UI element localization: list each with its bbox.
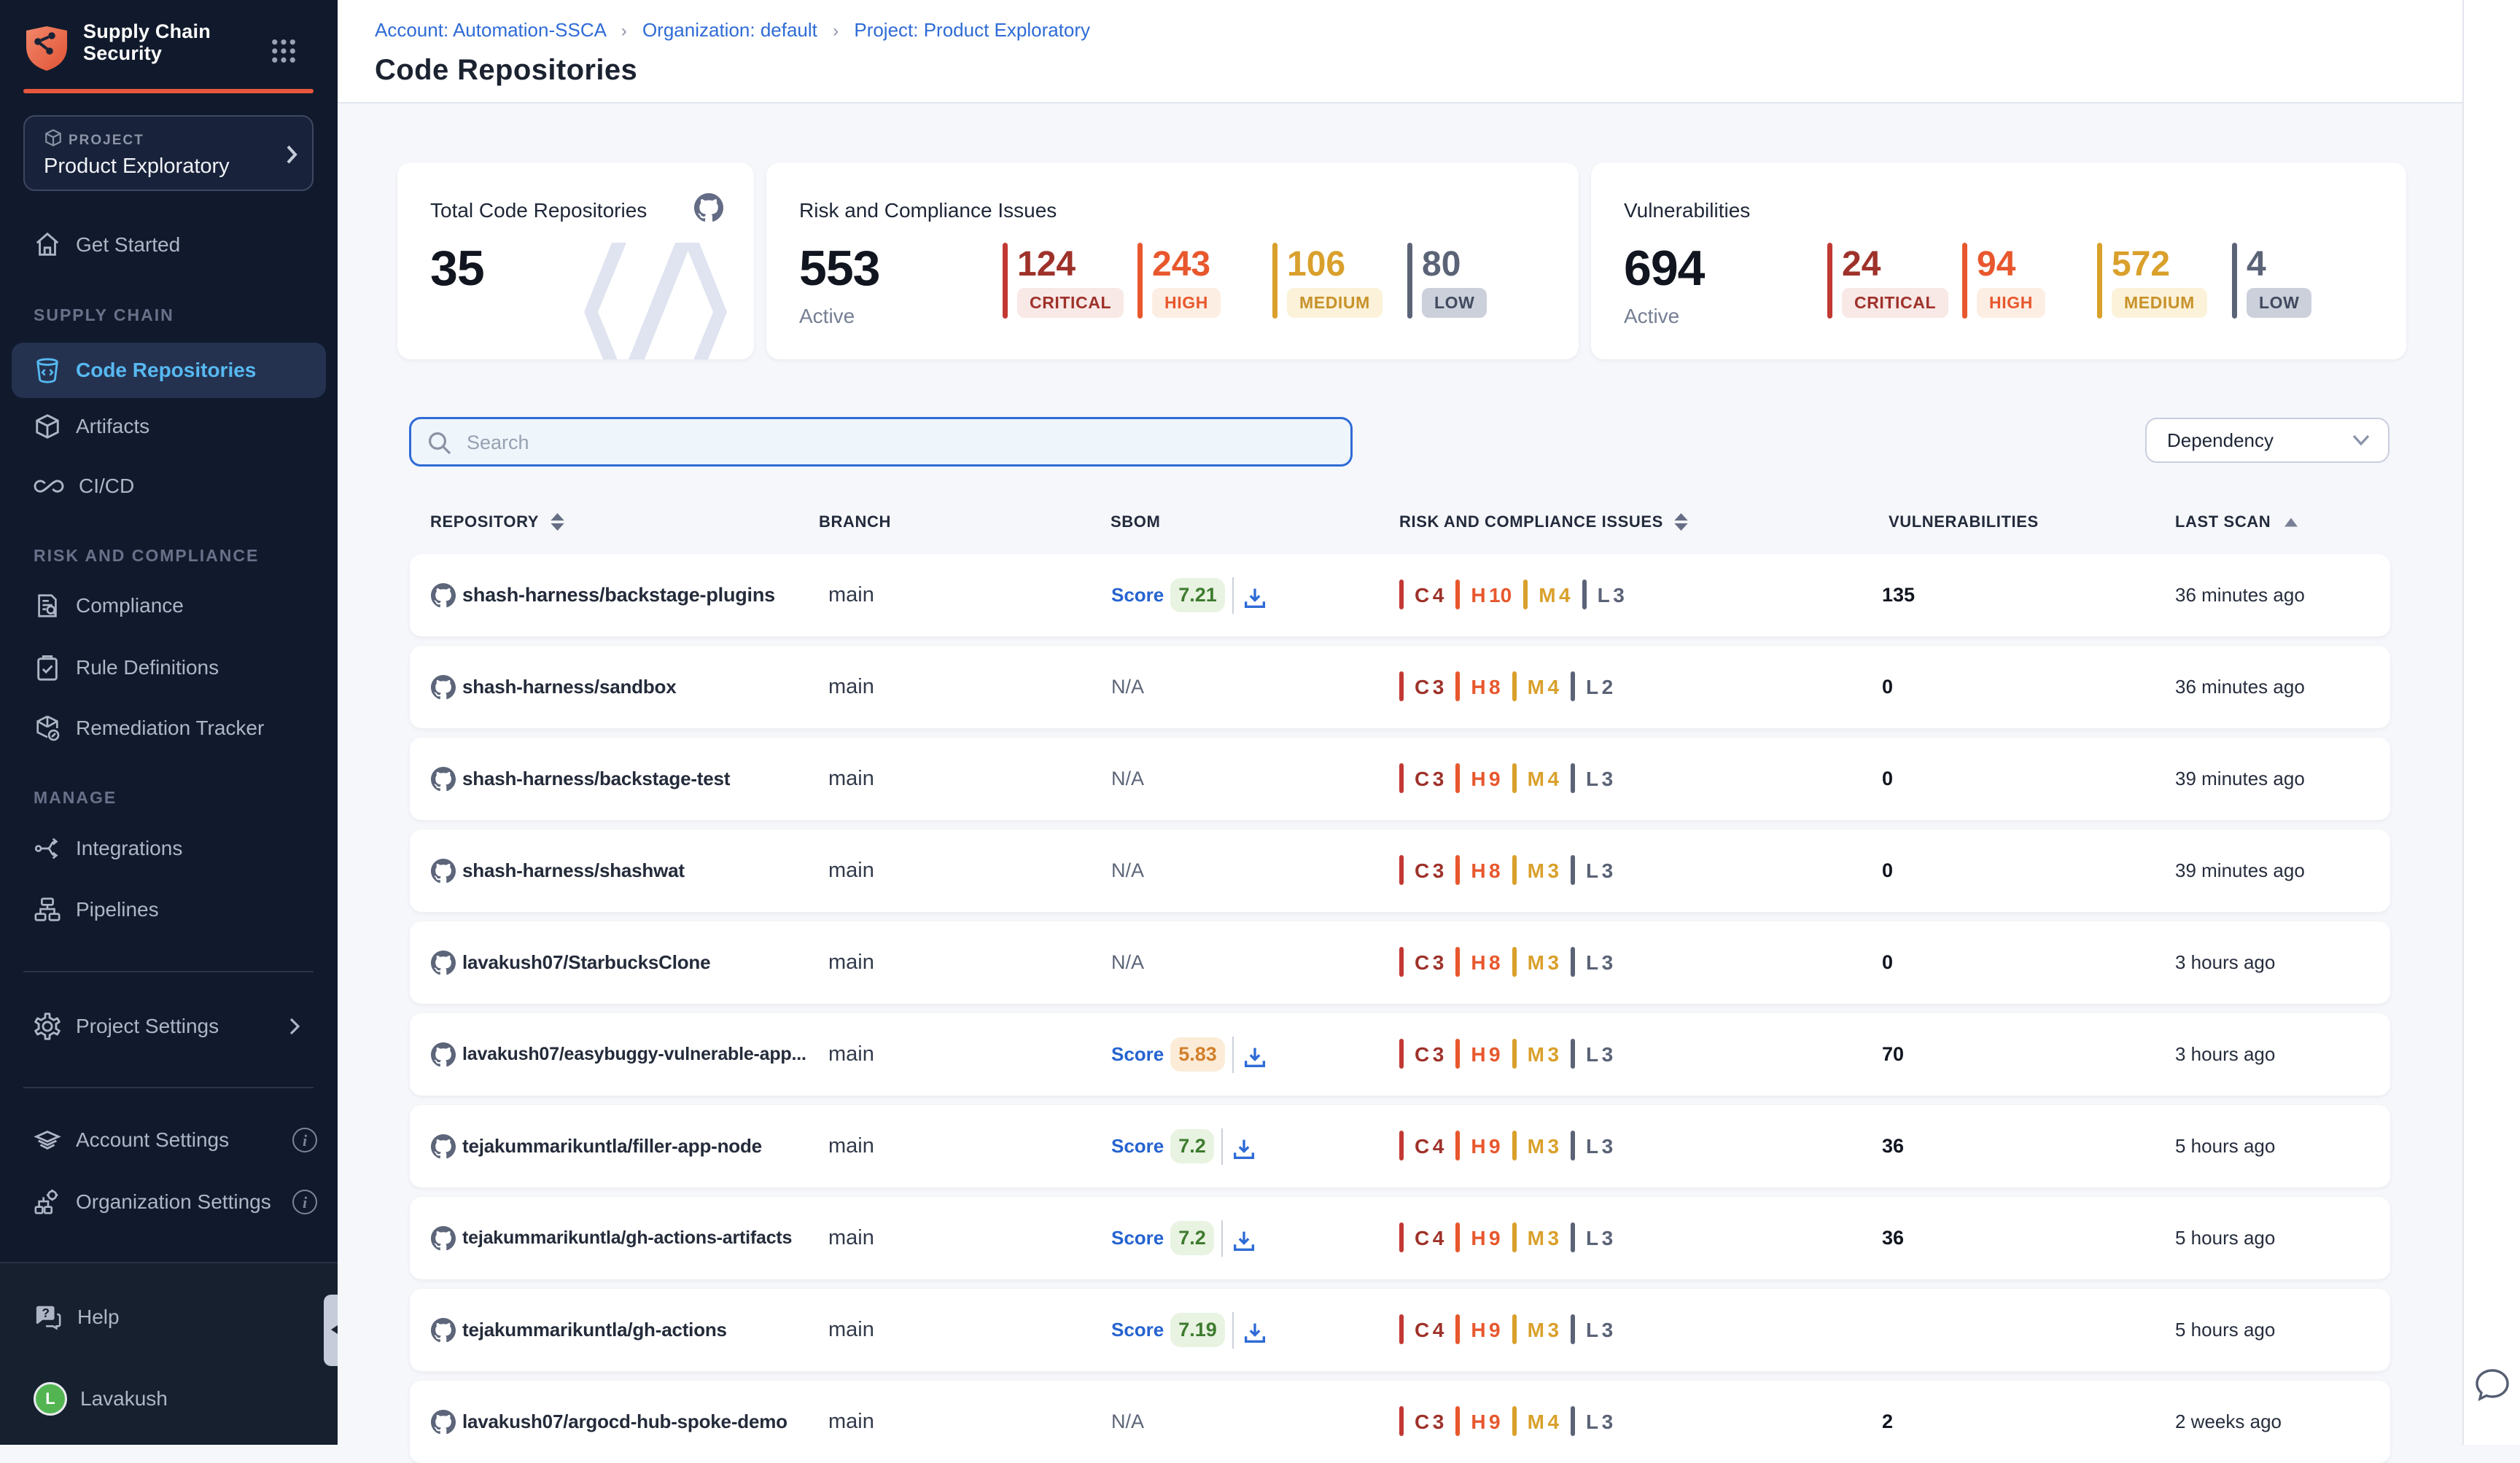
svg-text:?: ? (42, 1306, 49, 1320)
